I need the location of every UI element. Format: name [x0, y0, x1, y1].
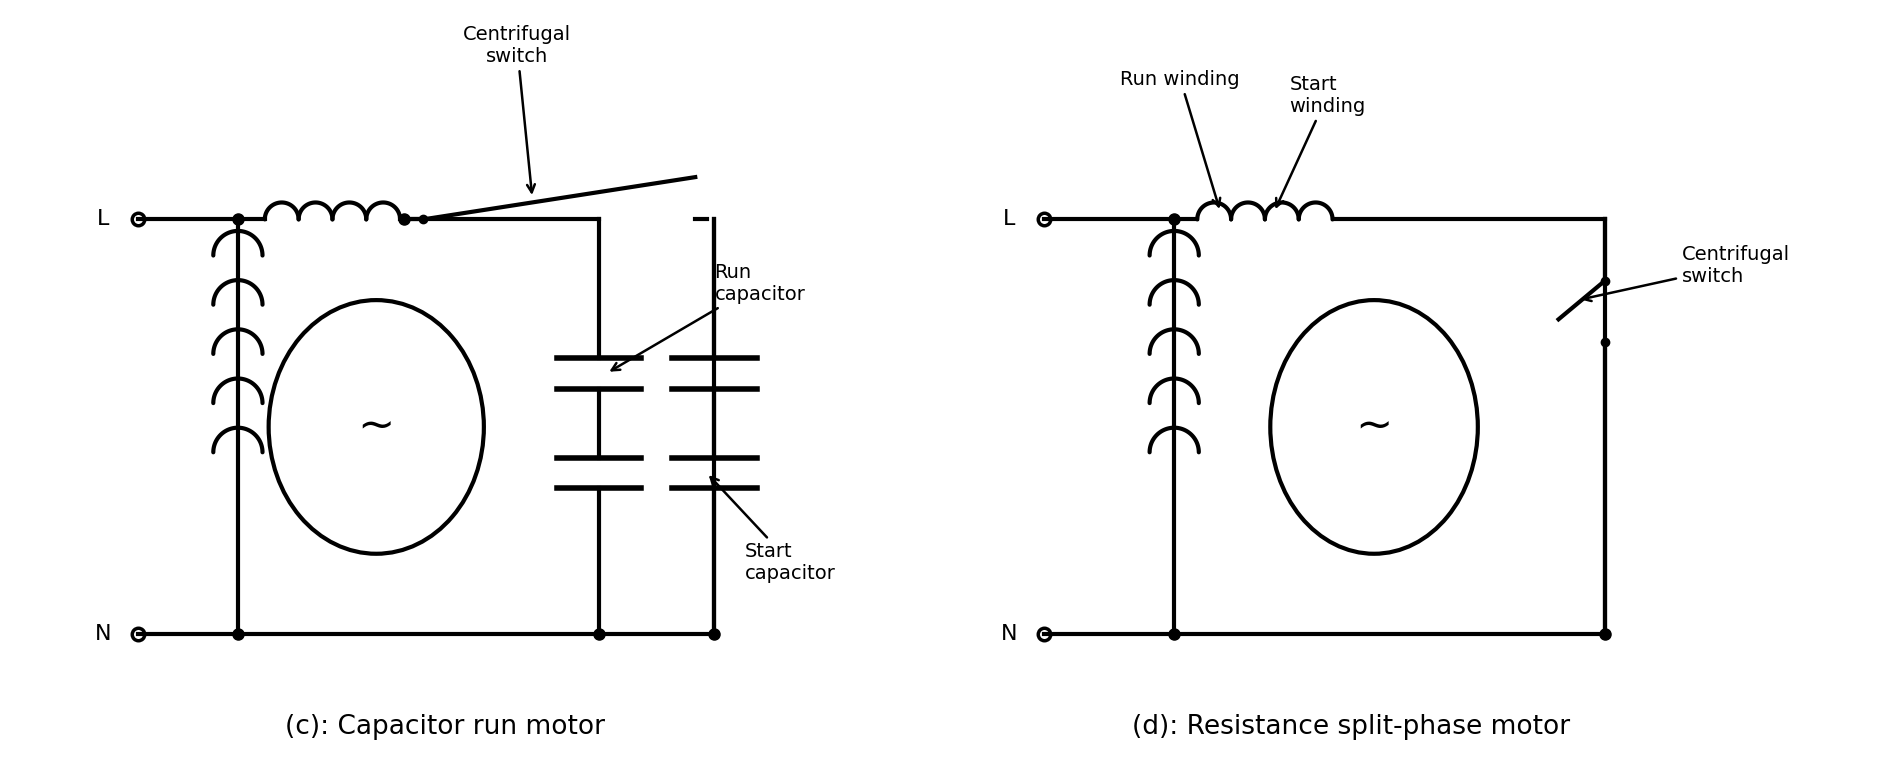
- Text: Run
capacitor: Run capacitor: [612, 263, 806, 371]
- Text: N: N: [1001, 625, 1018, 644]
- Text: N: N: [96, 625, 111, 644]
- Text: Start
winding: Start winding: [1277, 75, 1365, 207]
- Text: L: L: [98, 209, 109, 229]
- Text: (d): Resistance split-phase motor: (d): Resistance split-phase motor: [1132, 714, 1570, 740]
- Text: (c): Capacitor run motor: (c): Capacitor run motor: [285, 714, 605, 740]
- Text: Centrifugal
switch: Centrifugal switch: [462, 25, 571, 193]
- Text: L: L: [1003, 209, 1016, 229]
- Text: Run winding: Run winding: [1121, 70, 1239, 207]
- Text: ~: ~: [357, 406, 394, 448]
- Text: Centrifugal
switch: Centrifugal switch: [1583, 245, 1790, 301]
- Text: Start
capacitor: Start capacitor: [710, 477, 836, 584]
- Text: ~: ~: [1356, 406, 1393, 448]
